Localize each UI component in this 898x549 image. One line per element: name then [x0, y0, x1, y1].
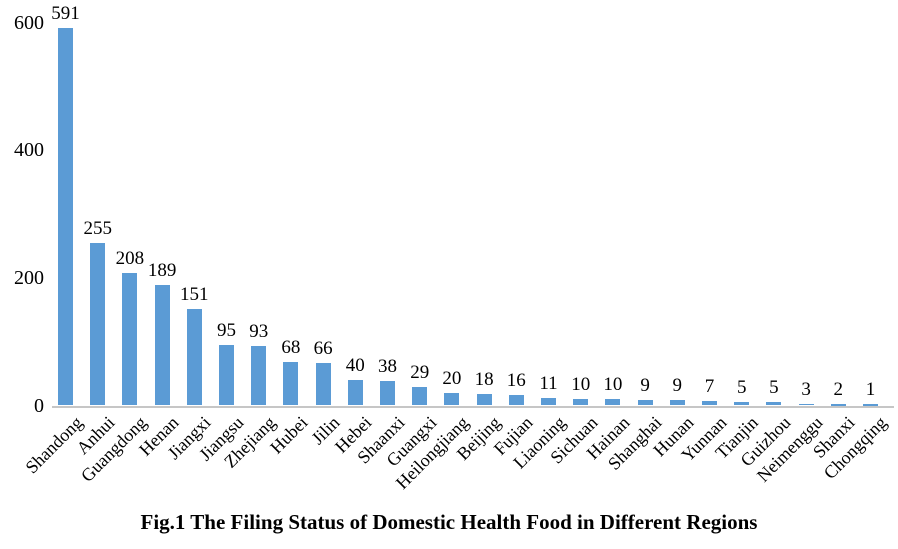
bar-value-label: 151 [180, 284, 209, 306]
bar-sichuan [573, 399, 589, 406]
bar-hunan [669, 399, 685, 406]
bar-value-label: 16 [506, 370, 526, 392]
bar-value-label: 10 [603, 374, 623, 396]
bar-shaanxi [380, 381, 395, 406]
bar-value-label: 5 [769, 377, 779, 399]
bar-value-label: 9 [672, 374, 683, 396]
chart-title: Fig.1 The Filing Status of Domestic Heal… [140, 510, 758, 534]
bar-neimenggu [798, 403, 814, 406]
bar-shandong [58, 28, 73, 406]
bar-beijing [476, 394, 492, 406]
bar-value-label: 18 [474, 369, 494, 390]
bar-henan [154, 284, 170, 406]
bar-chongqing [863, 404, 878, 406]
bar-heilongjiang [444, 392, 460, 406]
bar-guangxi [412, 386, 428, 406]
bar-value-label: 20 [442, 367, 462, 389]
bar-value-label: 5 [736, 377, 747, 399]
bar-yunnan [702, 401, 717, 406]
y-axis-tick-label: 200 [14, 266, 44, 289]
bar-value-label: 10 [571, 374, 591, 396]
bar-value-label: 1 [865, 379, 876, 400]
bar-anhui [90, 242, 106, 406]
bar-value-label: 40 [345, 354, 365, 376]
bar-liaoning [541, 398, 556, 406]
bar-value-label: 95 [217, 319, 236, 341]
bar-guangdong [122, 272, 138, 406]
bar-hubei [283, 362, 299, 406]
bar-value-label: 591 [51, 3, 80, 25]
bar-shanxi [830, 404, 846, 406]
bar-value-label: 9 [640, 374, 650, 396]
bar-value-label: 208 [115, 247, 145, 269]
y-axis-tick-label: 400 [14, 139, 44, 162]
bar-value-label: 11 [539, 373, 558, 395]
bar-hebei [347, 379, 363, 406]
bar-guizhou [766, 402, 782, 406]
bar-jiangsu [219, 344, 234, 406]
bar-zhejiang [251, 346, 267, 406]
bar-value-label: 29 [410, 361, 430, 383]
bar-value-label: 7 [704, 376, 715, 398]
bar-jiangxi [186, 309, 202, 406]
bar-value-label: 3 [801, 378, 811, 400]
bar-value-label: 66 [313, 338, 333, 360]
bar-value-label: 255 [83, 217, 112, 239]
bar-value-label: 38 [378, 356, 397, 378]
bar-tianjin [734, 402, 750, 406]
bar-shanghai [637, 399, 653, 406]
bar-jilin [315, 363, 331, 406]
bar-value-label: 2 [833, 379, 844, 400]
x-axis-line [52, 405, 894, 408]
y-axis-tick-label: 0 [34, 394, 44, 417]
bar-value-label: 93 [249, 321, 269, 343]
y-axis-tick-label: 600 [14, 11, 44, 34]
bar-hainan [605, 399, 621, 406]
bar-value-label: 68 [281, 337, 301, 359]
bar-fujian [508, 395, 524, 406]
bar-value-label: 189 [147, 259, 177, 281]
